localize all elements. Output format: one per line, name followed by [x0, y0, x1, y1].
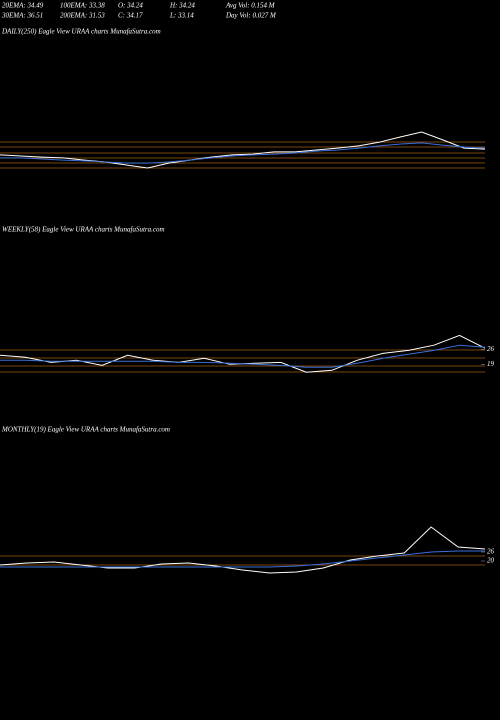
price-line	[0, 142, 486, 164]
header-stat: C: 34.17	[118, 12, 143, 20]
y-tick-label: 19	[487, 360, 495, 368]
header-stat: 100EMA: 33.38	[60, 2, 105, 10]
header-stat: L: 33.14	[169, 12, 194, 20]
price-line	[0, 131, 486, 169]
panel-title: MONTHLY(19) Eagle View URAA charts Munaf…	[1, 426, 170, 434]
price-line	[0, 344, 486, 368]
y-tick-label: 26	[487, 345, 495, 353]
y-tick-label: 20	[487, 557, 495, 565]
header-stat: Avg Vol: 0.154 M	[225, 2, 276, 10]
price-line	[0, 526, 486, 574]
header-stat: H: 34.24	[169, 2, 195, 10]
price-line	[0, 550, 485, 568]
panel-title: DAILY(250) Eagle View URAA charts Munafa…	[1, 28, 161, 36]
header-stat: 30EMA: 36.51	[1, 12, 43, 20]
panel-title: WEEKLY(58) Eagle View URAA charts Munafa…	[2, 226, 165, 234]
header-stat: 200EMA: 31.53	[60, 12, 105, 20]
header-stat: 20EMA: 34.49	[2, 2, 44, 10]
header-stat: Day Vol: 0.027 M	[225, 12, 277, 20]
y-tick-label: 26	[487, 548, 495, 556]
header-stat: O: 34.24	[118, 2, 143, 10]
